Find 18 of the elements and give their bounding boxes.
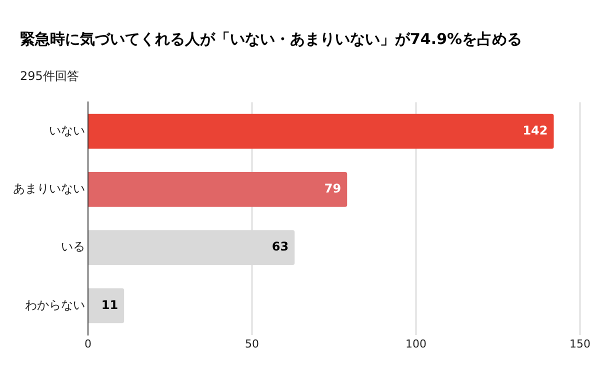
bar: [88, 114, 554, 149]
bar: [88, 288, 124, 324]
x-tick-label: 0: [84, 337, 92, 350]
chart-title: 緊急時に気づいてくれる人が「いない・あまりいない」が74.9%を占める: [20, 29, 522, 50]
bar: [88, 230, 295, 266]
data-label: 79: [324, 182, 342, 196]
chart-subtitle: 295件回答: [20, 68, 79, 85]
data-label: 11: [101, 298, 118, 312]
y-tick-label: あまりいない: [13, 182, 85, 196]
y-tick-label: いない: [49, 123, 85, 138]
x-tick-label: 150: [570, 337, 590, 350]
data-label: 63: [272, 240, 289, 254]
x-tick-label: 50: [245, 337, 259, 350]
y-tick-label: いる: [61, 240, 85, 254]
bar: [88, 172, 348, 207]
y-tick-label: わからない: [25, 298, 85, 312]
data-label: 142: [522, 123, 548, 138]
x-tick-label: 100: [406, 337, 426, 350]
